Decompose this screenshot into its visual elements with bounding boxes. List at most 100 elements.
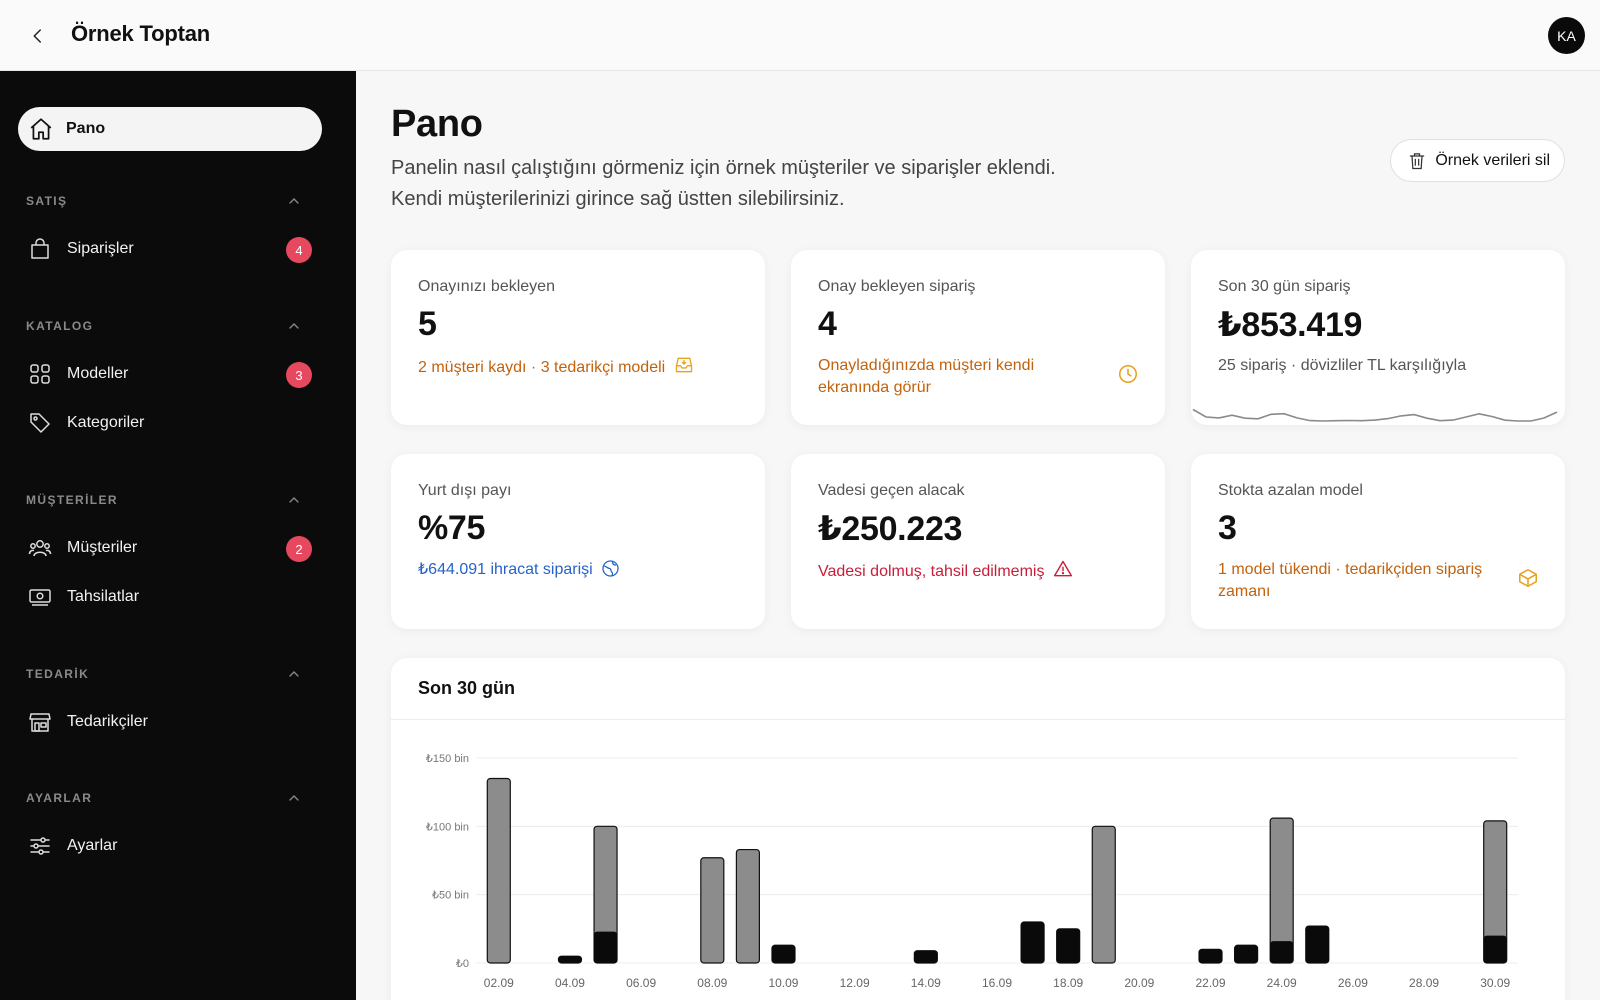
sidebar-item-label: Modeller <box>67 365 129 382</box>
inbox-icon <box>675 357 692 373</box>
section-title: TEDARİK <box>26 667 90 681</box>
chevron-up-icon <box>289 671 299 677</box>
sidebar-item-tedarikciler[interactable]: Tedarikçiler <box>18 701 322 743</box>
page-title: Pano <box>391 103 483 145</box>
sparkline-line <box>1192 408 1558 422</box>
bar-total <box>1091 825 1116 964</box>
stat-title: Onayınızı bekleyen <box>418 278 555 295</box>
sidebar-item-tahsilatlar[interactable]: Tahsilatlar <box>18 576 322 618</box>
section-title: MÜŞTERİLER <box>26 493 118 507</box>
sliders-icon <box>30 837 50 855</box>
cash-icon <box>29 589 51 606</box>
chart-title: Son 30 gün <box>418 678 516 698</box>
sidebar-item-pano[interactable]: Pano <box>18 107 322 151</box>
bar-segment <box>771 945 795 963</box>
stat-card-low-stock[interactable]: Stokta azalan model 3 1 model tükendi · … <box>1191 454 1565 629</box>
x-tick-label: 10.09 <box>768 976 798 990</box>
page-description-line: Kendi müşterilerinizi girince sağ üstten… <box>391 188 845 210</box>
x-tick-label: 28.09 <box>1409 976 1439 990</box>
home-icon <box>30 118 52 140</box>
sidebar-item-label: Kategoriler <box>67 414 145 431</box>
sidebar-item-musteriler[interactable]: Müşteriler 2 <box>18 527 322 569</box>
section-ayarlar[interactable]: AYARLAR <box>26 788 314 808</box>
app-title: Örnek Toptan <box>71 21 210 46</box>
section-musteriler[interactable]: MÜŞTERİLER <box>26 490 314 510</box>
x-tick-label: 06.09 <box>626 976 656 990</box>
stat-card-pending-orders[interactable]: Onay bekleyen sipariş 4 Onayladığınızda … <box>791 250 1165 425</box>
bar-chart: ₺150 bin ₺100 bin ₺50 bin ₺0 02.09 04.09 06.09… <box>426 753 1518 990</box>
page-description-line: Panelin nasıl çalıştığını görmeniz için … <box>391 157 1056 179</box>
sidebar-item-label: Ayarlar <box>67 837 118 854</box>
bar-segment <box>914 950 938 963</box>
sidebar-item-siparisler[interactable]: Siparişler 4 <box>18 228 322 270</box>
section-tedarik[interactable]: TEDARİK <box>26 664 314 684</box>
stat-subtext: 25 sipariş · dövizliler TL karşılığıyla <box>1218 357 1467 374</box>
stat-value: 3 <box>1218 509 1237 547</box>
sidebar-item-label: Pano <box>66 120 106 137</box>
stat-subtext-text: Vadesi dolmuş, tahsil edilmemiş <box>818 563 1045 580</box>
bar-total <box>735 848 760 964</box>
stat-value: %75 <box>418 509 486 547</box>
x-tick-label: 22.09 <box>1196 976 1226 990</box>
stat-subtext: Vadesi dolmuş, tahsil edilmemiş <box>818 559 1073 583</box>
sparkline <box>1192 408 1558 422</box>
x-tick-label: 04.09 <box>555 976 585 990</box>
bar-segment <box>1021 922 1045 963</box>
clear-sample-data-button[interactable]: Örnek verileri sil <box>1390 139 1565 182</box>
x-tick-label: 18.09 <box>1053 976 1083 990</box>
x-tick-label: 26.09 <box>1338 976 1368 990</box>
sidebar-item-modeller[interactable]: Modeller 3 <box>18 353 322 395</box>
stat-title: Son 30 gün sipariş <box>1218 278 1351 295</box>
sidebar-item-kategoriler[interactable]: Kategoriler <box>18 402 322 444</box>
x-tick-label: 12.09 <box>840 976 870 990</box>
chevron-left-icon <box>33 29 41 43</box>
section-title: KATALOG <box>26 319 94 333</box>
chart-card: Son 30 gün ₺150 bin ₺100 bin ₺50 bin ₺0 02.0… <box>391 658 1565 1000</box>
chevron-up-icon <box>289 795 299 801</box>
grid-icon <box>30 364 50 384</box>
chevron-up-icon <box>289 198 299 204</box>
stat-title: Stokta azalan model <box>1218 482 1363 499</box>
bar-segment <box>558 956 582 963</box>
back-button[interactable] <box>22 20 54 52</box>
count-badge: 3 <box>286 362 312 388</box>
sidebar-item-ayarlar[interactable]: Ayarlar <box>18 825 322 867</box>
clear-sample-data-label: Örnek verileri sil <box>1435 151 1550 169</box>
section-title: SATIŞ <box>26 194 68 208</box>
stat-card-last-30-days[interactable]: Son 30 gün sipariş ₺853.419 25 sipariş ·… <box>1191 250 1565 425</box>
x-tick-label: 16.09 <box>982 976 1012 990</box>
count-badge: 4 <box>286 237 312 263</box>
section-title: AYARLAR <box>26 791 93 805</box>
chevron-up-icon <box>289 497 299 503</box>
stat-card-export-share[interactable]: Yurt dışı payı %75 ₺644.091 ihracat sipa… <box>391 454 765 629</box>
stat-value: ₺250.223 <box>818 510 963 548</box>
bar-segment <box>1270 941 1294 963</box>
section-satis[interactable]: SATIŞ <box>26 191 314 211</box>
stat-title: Onay bekleyen sipariş <box>818 278 976 295</box>
x-tick-label: 30.09 <box>1480 976 1510 990</box>
stat-value: 5 <box>418 305 437 343</box>
x-tick-label: 14.09 <box>911 976 941 990</box>
box-icon <box>1518 568 1538 588</box>
x-tick-label: 20.09 <box>1124 976 1154 990</box>
y-tick-label: ₺50 bin <box>432 890 469 902</box>
sidebar-item-label: Tedarikçiler <box>67 713 148 730</box>
stat-value: ₺853.419 <box>1218 306 1363 344</box>
bar-segment <box>1234 945 1258 963</box>
top-bar: Örnek Toptan KA <box>0 0 1600 71</box>
y-tick-label: ₺0 <box>456 958 469 970</box>
section-katalog[interactable]: KATALOG <box>26 316 314 336</box>
page-description: Panelin nasıl çalıştığını görmeniz için … <box>391 153 1151 215</box>
bar-segment <box>1199 949 1223 963</box>
x-tick-label: 24.09 <box>1267 976 1297 990</box>
divider <box>391 719 1565 720</box>
x-tick-label: 08.09 <box>697 976 727 990</box>
stat-card-pending-approval[interactable]: Onayınızı bekleyen 5 2 müşteri kaydı · 3… <box>391 250 765 425</box>
trash-icon <box>1410 153 1425 170</box>
bar-total <box>486 777 511 964</box>
chevron-up-icon <box>289 323 299 329</box>
stat-subtext: Onayladığınızda müşteri kendi ekranında … <box>818 357 1035 396</box>
bar-segment <box>594 931 618 963</box>
stat-card-overdue-receivable[interactable]: Vadesi geçen alacak ₺250.223 Vadesi dolm… <box>791 454 1165 629</box>
avatar[interactable]: KA <box>1548 17 1585 54</box>
